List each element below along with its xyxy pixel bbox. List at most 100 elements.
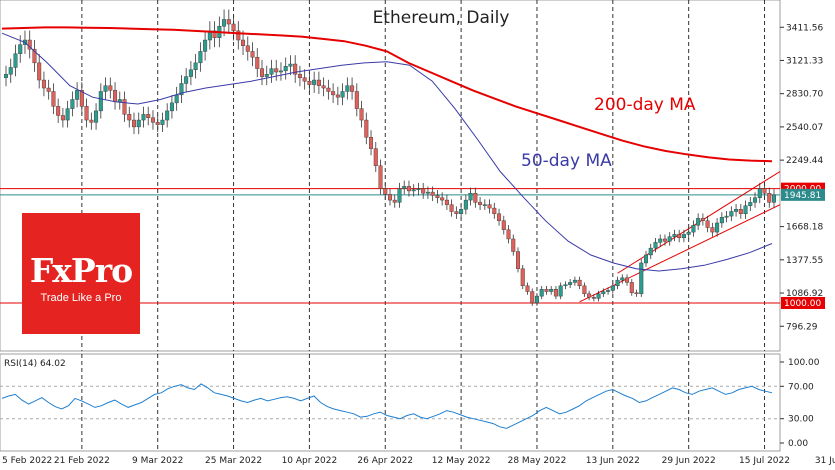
candle-body [468,193,473,201]
candle-body [278,70,283,73]
candle-body [165,110,170,121]
candle-body [37,62,42,81]
candle-body [425,191,430,194]
candle-body [753,197,758,203]
vertical-grid [81,0,766,351]
candle-body [79,90,84,107]
x-tick-label: 26 Apr 2022 [357,456,413,466]
date-axis: 5 Feb 2022 21 Feb 2022 9 Mar 2022 25 Mar 20… [2,456,835,466]
candles [3,9,777,306]
ma50-line [1,32,773,272]
rsi-tick-label: 0.00 [788,439,808,449]
candle-body [563,284,568,287]
candle-body [487,204,492,209]
candle-body [169,102,174,112]
candle-body [51,91,56,107]
candle-body [364,119,369,138]
candle-body [606,290,611,292]
candle-body [681,234,686,239]
candle-body [260,68,265,77]
y-tick-label: 2249.44 [786,156,823,166]
candle-body [506,229,511,240]
candle-body [188,69,193,77]
y-tick-label: 796.29 [786,322,818,332]
candle-body [634,292,639,295]
candle-body [198,51,203,64]
candle-body [174,94,179,104]
candle-body [3,74,8,78]
candle-body [255,56,260,69]
candle-body [184,76,189,84]
candle-body [117,99,122,102]
candle-body [127,114,132,121]
candle-body [497,213,502,221]
candle-body [700,218,705,221]
candle-body [293,63,298,75]
candle-body [715,222,720,233]
candle-body [274,68,279,73]
candle-body [179,83,184,96]
candle-body [397,188,402,203]
candle-body [122,99,127,115]
candle-body [596,293,601,299]
candle-body [525,285,530,292]
candle-body [193,62,198,70]
candle-body [359,108,364,121]
candle-body [482,204,487,206]
candle-body [757,188,762,198]
candle-body [691,225,696,233]
price-label-text: 1945.81 [784,191,821,201]
candle-body [511,238,516,252]
fxpro-logo: FxPro Trade Like a Pro [22,213,140,334]
candle-body [113,90,118,102]
candle-body [601,291,606,295]
candle-body [13,53,18,68]
candle-body [520,268,525,287]
candle-body [392,199,397,203]
rsi-tick-label: 30.00 [788,415,814,425]
candle-body [288,63,293,67]
logo-tagline: Trade Like a Pro [40,292,122,304]
price-label-box [781,296,825,309]
x-tick-label: 10 Apr 2022 [282,456,338,466]
candle-body [516,251,521,269]
moving-averages [1,26,773,272]
candle-body [558,285,563,297]
candle-body [340,91,345,98]
candle-body [686,231,691,235]
candle-body [131,119,136,128]
candle-body [388,194,393,201]
candle-body [70,99,75,109]
rsi-grid [0,354,780,451]
candle-body [150,117,155,123]
y-tick-label: 3121.33 [786,56,823,66]
x-tick-label: 13 Jun 2022 [586,456,640,466]
candle-body [231,23,236,32]
candle-body [416,188,421,190]
candle-body [283,66,288,72]
candle-body [378,165,383,189]
candle-body [658,238,663,243]
x-tick-label: 12 May 2022 [432,456,491,466]
candle-body [662,238,667,242]
candle-body [449,204,454,212]
candle-body [729,211,734,217]
y-tick-label: 1377.55 [786,256,823,266]
y-tick-label: 1668.18 [786,223,823,233]
x-tick-label: 25 Mar 2022 [205,456,262,466]
ma50-annotation: 50-day MA [521,151,612,171]
candle-body [568,282,573,285]
candle-body [705,220,710,228]
candle-body [297,74,302,78]
candle-body [264,74,269,77]
candle-body [440,197,445,201]
candle-body [331,91,336,96]
candle-body [710,227,715,233]
candle-body [245,45,250,52]
candle-body [738,209,743,215]
x-tick-label: 9 Mar 2022 [132,456,183,466]
candle-body [27,39,32,50]
candle-body [236,30,241,41]
y-tick-label: 2830.70 [786,90,823,100]
candle-body [269,68,274,75]
